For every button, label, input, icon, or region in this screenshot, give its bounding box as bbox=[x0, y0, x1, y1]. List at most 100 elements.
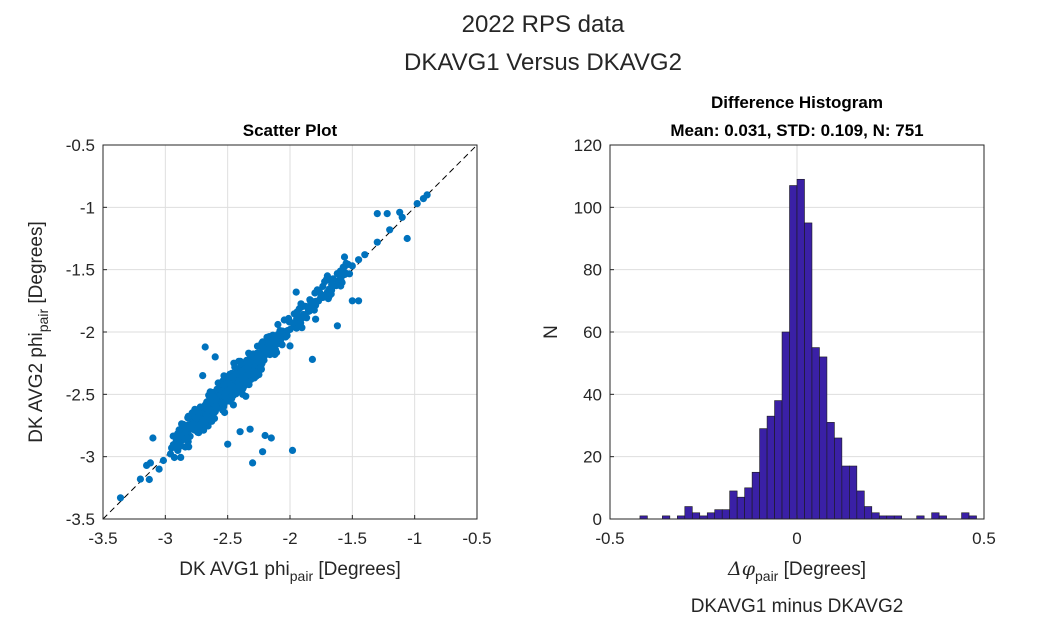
histogram-bar bbox=[841, 465, 850, 520]
histogram-bar bbox=[789, 185, 798, 520]
histogram-bar bbox=[961, 512, 970, 520]
scatter-point bbox=[322, 276, 330, 284]
scatter-point bbox=[207, 393, 215, 401]
scatter-point bbox=[423, 191, 431, 199]
scatter-point bbox=[201, 343, 209, 351]
scatter-ytick-label: -0.5 bbox=[66, 136, 95, 155]
scatter-ytick-label: -1.5 bbox=[66, 261, 95, 280]
histogram-ylabel: N bbox=[541, 325, 562, 339]
scatter-point bbox=[312, 315, 320, 323]
scatter-point bbox=[185, 443, 193, 451]
scatter-point bbox=[236, 428, 244, 436]
scatter-point bbox=[221, 389, 229, 397]
histogram-ytick-label: 40 bbox=[583, 385, 602, 404]
scatter-point bbox=[308, 304, 316, 312]
scatter-point bbox=[136, 475, 144, 483]
scatter-xtick-label: -2.5 bbox=[213, 529, 242, 548]
scatter-point bbox=[249, 459, 257, 467]
scatter-point bbox=[355, 297, 363, 305]
scatter-point bbox=[198, 418, 206, 427]
histogram-xlabel-line2: DKAVG1 minus DKAVG2 bbox=[691, 596, 904, 617]
scatter-point bbox=[220, 381, 228, 389]
scatter-xlabel-main: DK AVG1 phi bbox=[179, 559, 290, 580]
histogram-bar bbox=[864, 506, 873, 520]
scatter-point bbox=[308, 355, 316, 363]
scatter-point bbox=[182, 434, 191, 442]
scatter-axes: -3.5 -3 -2.5 -2 -1.5 -1 -0.5 -3.5 -3 -2.5 -2 -1.5 -1… bbox=[26, 121, 492, 584]
histogram-bar bbox=[781, 331, 790, 520]
scatter-xtick-label: -3.5 bbox=[88, 529, 117, 548]
scatter-point bbox=[285, 318, 293, 326]
histogram-xtick-label: 0 bbox=[792, 529, 801, 548]
scatter-point bbox=[292, 288, 300, 296]
histogram-bar bbox=[736, 496, 745, 520]
histogram-bar bbox=[931, 512, 940, 520]
histogram-xlabel-sub: pair bbox=[755, 568, 779, 584]
scatter-point bbox=[333, 322, 341, 330]
scatter-point bbox=[267, 434, 275, 442]
histogram-ytick-label: 120 bbox=[574, 136, 602, 155]
scatter-point bbox=[348, 297, 356, 305]
scatter-point bbox=[383, 210, 391, 218]
scatter-point bbox=[194, 408, 202, 416]
scatter-point bbox=[253, 342, 262, 350]
scatter-point bbox=[221, 408, 229, 417]
scatter-point bbox=[247, 351, 255, 359]
histogram-bar bbox=[744, 487, 753, 520]
scatter-point bbox=[373, 210, 381, 218]
scatter-point bbox=[231, 363, 239, 371]
scatter-point bbox=[225, 373, 233, 381]
scatter-point bbox=[218, 399, 226, 407]
scatter-point bbox=[259, 448, 267, 456]
scatter-ylabel: DK AVG2 phipair [Degrees] bbox=[26, 221, 51, 443]
scatter-point bbox=[237, 367, 245, 375]
scatter-point bbox=[361, 251, 369, 259]
scatter-point bbox=[175, 442, 183, 450]
histogram-ytick-label: 100 bbox=[574, 198, 602, 217]
scatter-point bbox=[299, 314, 307, 322]
histogram-bar bbox=[796, 178, 805, 520]
scatter-point bbox=[355, 256, 363, 264]
scatter-point bbox=[337, 276, 345, 284]
histogram-xlabel-unit: [Degrees] bbox=[778, 559, 866, 580]
scatter-point bbox=[238, 375, 246, 383]
histogram-xtick-label: -0.5 bbox=[595, 529, 624, 548]
scatter-point bbox=[188, 409, 196, 417]
histogram-bars bbox=[639, 178, 977, 520]
scatter-point bbox=[177, 453, 185, 461]
scatter-point bbox=[254, 349, 262, 357]
scatter-point bbox=[319, 282, 327, 290]
scatter-point bbox=[341, 270, 349, 278]
histogram-bar bbox=[751, 471, 760, 520]
scatter-ytick-label: -3.5 bbox=[66, 510, 95, 529]
scatter-ticks: -3.5 -3 -2.5 -2 -1.5 -1 -0.5 -3.5 -3 -2.5 -2 -1.5 -1… bbox=[66, 136, 492, 548]
scatter-point bbox=[224, 440, 232, 448]
histogram-bar bbox=[729, 490, 738, 520]
scatter-point bbox=[286, 342, 294, 350]
figure-title-line1: 2022 RPS data bbox=[462, 11, 625, 38]
scatter-point bbox=[189, 421, 197, 429]
histogram-bar bbox=[811, 347, 820, 520]
scatter-point bbox=[293, 308, 301, 316]
scatter-point bbox=[263, 333, 271, 341]
scatter-point bbox=[250, 371, 258, 379]
scatter-point bbox=[257, 365, 265, 373]
scatter-point bbox=[273, 337, 281, 345]
histogram-bar bbox=[849, 465, 858, 520]
scatter-xtick-label: -1 bbox=[407, 529, 422, 548]
scatter-ytick-label: -2.5 bbox=[66, 385, 95, 404]
histogram-ytick-label: 20 bbox=[583, 448, 602, 467]
scatter-point bbox=[329, 275, 337, 283]
scatter-point bbox=[244, 364, 252, 372]
histogram-bar bbox=[766, 415, 775, 520]
scatter-point bbox=[207, 416, 215, 424]
scatter-ytick-label: -1 bbox=[80, 198, 95, 217]
scatter-point bbox=[292, 324, 301, 332]
scatter-ylabel-unit: [Degrees] bbox=[26, 221, 47, 309]
histogram-title-line2: Mean: 0.031, STD: 0.109, N: 751 bbox=[670, 121, 923, 140]
scatter-xlabel-sub: pair bbox=[290, 568, 314, 584]
scatter-point bbox=[274, 320, 282, 329]
scatter-point bbox=[180, 421, 188, 429]
scatter-point bbox=[155, 465, 163, 473]
